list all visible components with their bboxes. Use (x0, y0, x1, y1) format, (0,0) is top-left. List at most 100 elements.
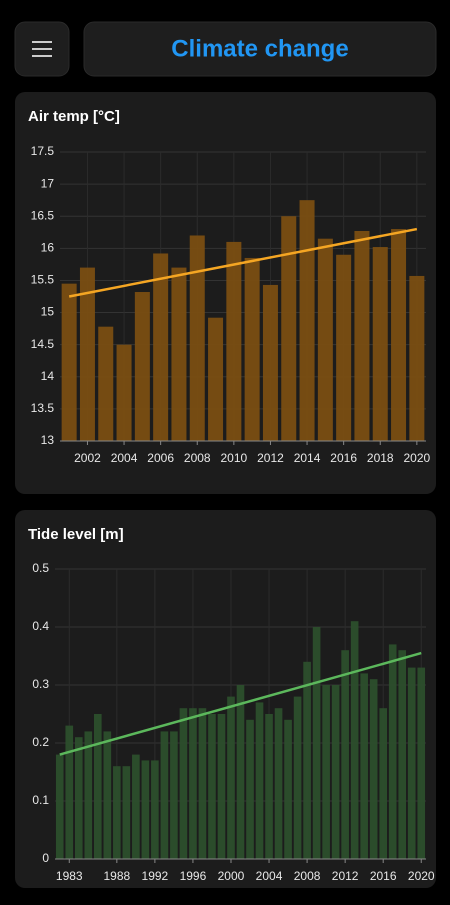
bar (281, 216, 297, 441)
bar (74, 737, 83, 859)
bar (255, 702, 264, 859)
x-tick-label: 2020 (408, 869, 435, 883)
bar (179, 708, 188, 859)
bar (94, 714, 102, 859)
x-tick-label: 2008 (294, 869, 321, 883)
bar (246, 719, 254, 859)
y-tick-label: 15.5 (31, 273, 55, 287)
y-tick-label: 0.2 (32, 735, 49, 749)
y-tick-label: 0.4 (32, 619, 49, 633)
title-card (83, 21, 437, 77)
bar (84, 731, 93, 859)
bar (369, 679, 378, 859)
bar (354, 230, 370, 441)
bar (103, 731, 112, 859)
menu-icon[interactable] (32, 41, 52, 57)
bar (132, 754, 140, 859)
bar (274, 708, 283, 859)
bar (113, 766, 121, 859)
bar (208, 317, 224, 441)
x-tick-label: 2016 (330, 451, 357, 465)
y-tick-label: 17 (41, 176, 55, 190)
y-tick-label: 13.5 (31, 401, 55, 415)
x-tick-label: 2004 (256, 869, 283, 883)
bar (171, 267, 187, 441)
bar (236, 685, 245, 859)
bar (372, 247, 388, 441)
x-tick-label: 1992 (142, 869, 169, 883)
bar (331, 685, 340, 859)
x-tick-label: 2008 (184, 451, 211, 465)
bar (407, 667, 416, 859)
bar (299, 200, 315, 441)
y-tick-label: 0.5 (32, 561, 49, 575)
bar (226, 241, 242, 441)
bar (98, 326, 114, 441)
x-tick-label: 2006 (147, 451, 174, 465)
bar (134, 292, 150, 441)
bar (317, 238, 333, 441)
bar (293, 696, 302, 859)
bar (391, 229, 407, 441)
x-tick-label: 2004 (111, 451, 138, 465)
bar (312, 627, 321, 859)
bar (341, 650, 349, 859)
y-tick-label: 17.5 (31, 144, 55, 158)
bar (265, 714, 273, 859)
x-tick-label: 2012 (332, 869, 359, 883)
x-tick-label: 2016 (370, 869, 397, 883)
x-tick-label: 2000 (218, 869, 245, 883)
x-tick-label: 2010 (220, 451, 247, 465)
y-tick-label: 15 (41, 305, 55, 319)
bar (360, 673, 368, 859)
bar (160, 731, 169, 859)
bar (244, 257, 260, 441)
bar (284, 719, 292, 859)
x-tick-label: 2014 (294, 451, 321, 465)
y-tick-label: 14 (41, 369, 55, 383)
y-tick-label: 0.1 (32, 793, 49, 807)
x-tick-label: 1983 (56, 869, 83, 883)
chart-title: Air temp [°C] (28, 108, 120, 125)
bar (350, 621, 359, 859)
bar (409, 275, 425, 441)
bar (189, 235, 205, 441)
trend-line (68, 227, 418, 298)
bar (379, 708, 387, 859)
bar (61, 283, 77, 441)
bar (322, 685, 330, 859)
bar (122, 766, 131, 859)
bar (151, 760, 159, 859)
bar (303, 661, 311, 859)
trend-line (59, 651, 422, 756)
x-tick-label: 1988 (103, 869, 130, 883)
y-tick-label: 0.3 (32, 677, 49, 691)
bar (417, 667, 426, 859)
bar (336, 254, 352, 441)
bar (217, 714, 226, 859)
chart-title: Tide level [m] (28, 526, 124, 543)
x-tick-label: 2002 (74, 451, 101, 465)
bar (116, 344, 132, 441)
bar (55, 754, 64, 859)
bar (262, 284, 278, 441)
app-title: Climate change (171, 35, 348, 62)
y-tick-label: 0 (42, 851, 49, 865)
bar (398, 650, 407, 859)
bar (170, 731, 178, 859)
y-tick-label: 16.5 (31, 208, 55, 222)
bar (388, 644, 397, 859)
y-tick-label: 16 (41, 241, 55, 255)
bar (79, 267, 95, 441)
x-tick-label: 2020 (403, 451, 430, 465)
x-tick-label: 2018 (367, 451, 394, 465)
y-tick-label: 13 (41, 433, 55, 447)
bar (227, 696, 235, 859)
bar (65, 725, 74, 859)
x-tick-label: 1996 (180, 869, 207, 883)
bar (208, 714, 216, 859)
bar (189, 708, 197, 859)
x-tick-label: 2012 (257, 451, 284, 465)
bar (198, 708, 207, 859)
